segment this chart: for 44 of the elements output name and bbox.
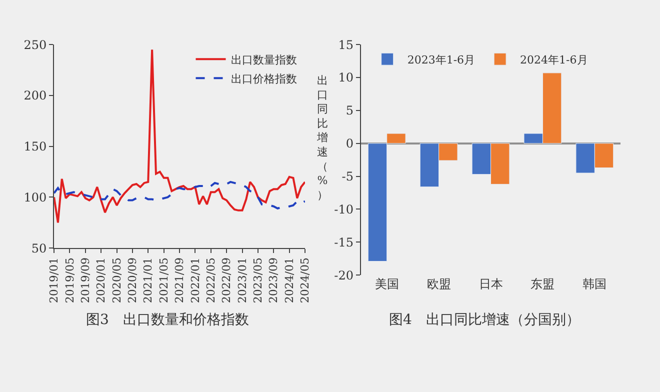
x-tick-label: 2022/01 xyxy=(188,257,202,304)
y-tick-label: -15 xyxy=(334,235,354,250)
y-tick-label: 50 xyxy=(31,241,47,256)
x-tick-label: 2020/09 xyxy=(126,257,140,304)
y-tick-label: 150 xyxy=(24,140,47,154)
y-tick-label: 100 xyxy=(24,190,47,204)
x-tick-label: 2021/01 xyxy=(142,257,155,304)
line-series xyxy=(54,48,305,224)
y-tick-label: 250 xyxy=(24,38,47,52)
y-tick-label: 10 xyxy=(338,70,354,85)
y-tick-label: -5 xyxy=(342,169,354,184)
text: 图4 出口同比增速（分国别） xyxy=(389,312,580,328)
x-tick-label: 2023/05 xyxy=(252,257,265,304)
x-tick-label: 2022/05 xyxy=(204,257,218,304)
x-tick-label: 2021/09 xyxy=(173,257,186,304)
y-tick-label: -20 xyxy=(334,268,354,282)
line-series xyxy=(54,180,305,210)
y-tick-label: 5 xyxy=(346,104,354,118)
text: 图3 出口数量和价格指数 xyxy=(86,312,249,328)
x-tick-label: 2020/05 xyxy=(110,257,124,304)
x-tick-label: 2023/09 xyxy=(267,257,280,304)
x-tick-label: 2021/05 xyxy=(157,257,170,304)
x-tick-label: 日本 xyxy=(478,277,503,292)
x-tick-label: 东盟 xyxy=(530,277,555,292)
legend-label: 2024年1-6月 xyxy=(520,53,588,66)
y-tick-label: 0 xyxy=(346,136,354,151)
x-tick-label: 2019/01 xyxy=(48,257,61,304)
x-tick-label: 2020/01 xyxy=(94,257,108,304)
x-tick-label: 2024/01 xyxy=(282,257,296,304)
x-tick-label: 2024/05 xyxy=(298,257,312,304)
x-tick-label: 2022/09 xyxy=(220,257,234,304)
x-tick-label: 2019/05 xyxy=(63,257,76,304)
y-tick-label: 15 xyxy=(338,38,354,52)
y-tick-label: 200 xyxy=(24,88,47,103)
x-tick-label: 欧盟 xyxy=(426,277,451,292)
x-tick-label: 美国 xyxy=(374,277,399,292)
x-tick-label: 2023/01 xyxy=(236,257,249,304)
y-tick-label: -10 xyxy=(334,202,354,216)
legend-label: 2023年1-6月 xyxy=(407,53,476,66)
legend-label: 出口价格指数 xyxy=(230,72,297,86)
x-tick-label: 2019/09 xyxy=(78,257,92,304)
x-tick-label: 韩国 xyxy=(582,277,607,292)
text: 出口同比增速（%） xyxy=(317,74,328,202)
legend-label: 出口数量指数 xyxy=(230,53,297,66)
